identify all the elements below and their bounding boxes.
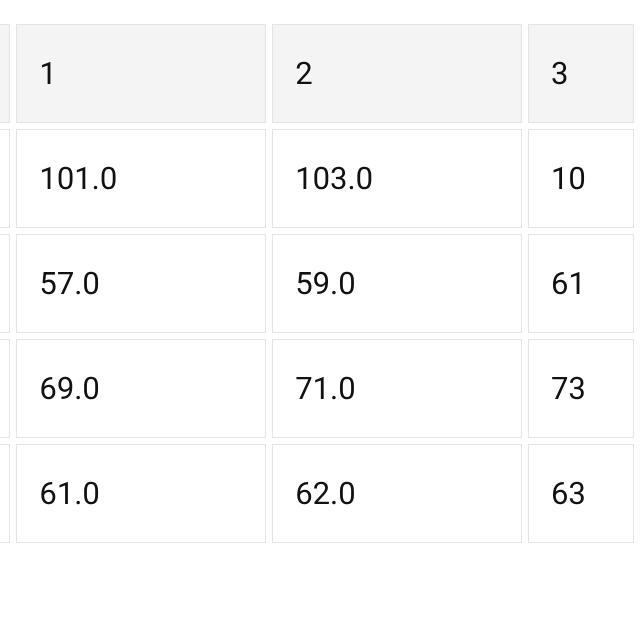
table-row: 101.0 103.0 10 bbox=[0, 129, 634, 228]
table-cell[interactable]: 69.0 bbox=[16, 339, 266, 438]
table-cell[interactable]: 101.0 bbox=[16, 129, 266, 228]
header-leading-stub bbox=[0, 24, 10, 123]
table-cell[interactable]: 63 bbox=[528, 444, 634, 543]
table-cell[interactable]: 59.0 bbox=[272, 234, 522, 333]
table-cell[interactable]: 73 bbox=[528, 339, 634, 438]
table-row: 57.0 59.0 61 bbox=[0, 234, 634, 333]
column-header[interactable]: 1 bbox=[16, 24, 266, 123]
table-cell[interactable]: 61.0 bbox=[16, 444, 266, 543]
table-cell[interactable]: 57.0 bbox=[16, 234, 266, 333]
table-header-row: 1 2 3 bbox=[0, 24, 634, 123]
table-cell[interactable]: 61 bbox=[528, 234, 634, 333]
table-row: 69.0 71.0 73 bbox=[0, 339, 634, 438]
row-leading-stub bbox=[0, 129, 10, 228]
row-leading-stub bbox=[0, 444, 10, 543]
column-header[interactable]: 2 bbox=[272, 24, 522, 123]
table-cell[interactable]: 71.0 bbox=[272, 339, 522, 438]
table-row: 61.0 62.0 63 bbox=[0, 444, 634, 543]
table-cell[interactable]: 62.0 bbox=[272, 444, 522, 543]
table-cell[interactable]: 10 bbox=[528, 129, 634, 228]
column-header[interactable]: 3 bbox=[528, 24, 634, 123]
row-leading-stub bbox=[0, 339, 10, 438]
table-cell[interactable]: 103.0 bbox=[272, 129, 522, 228]
row-leading-stub bbox=[0, 234, 10, 333]
data-table-container: 1 2 3 101.0 103.0 10 57.0 59.0 61 69.0 7… bbox=[0, 18, 640, 549]
data-table: 1 2 3 101.0 103.0 10 57.0 59.0 61 69.0 7… bbox=[0, 18, 640, 549]
